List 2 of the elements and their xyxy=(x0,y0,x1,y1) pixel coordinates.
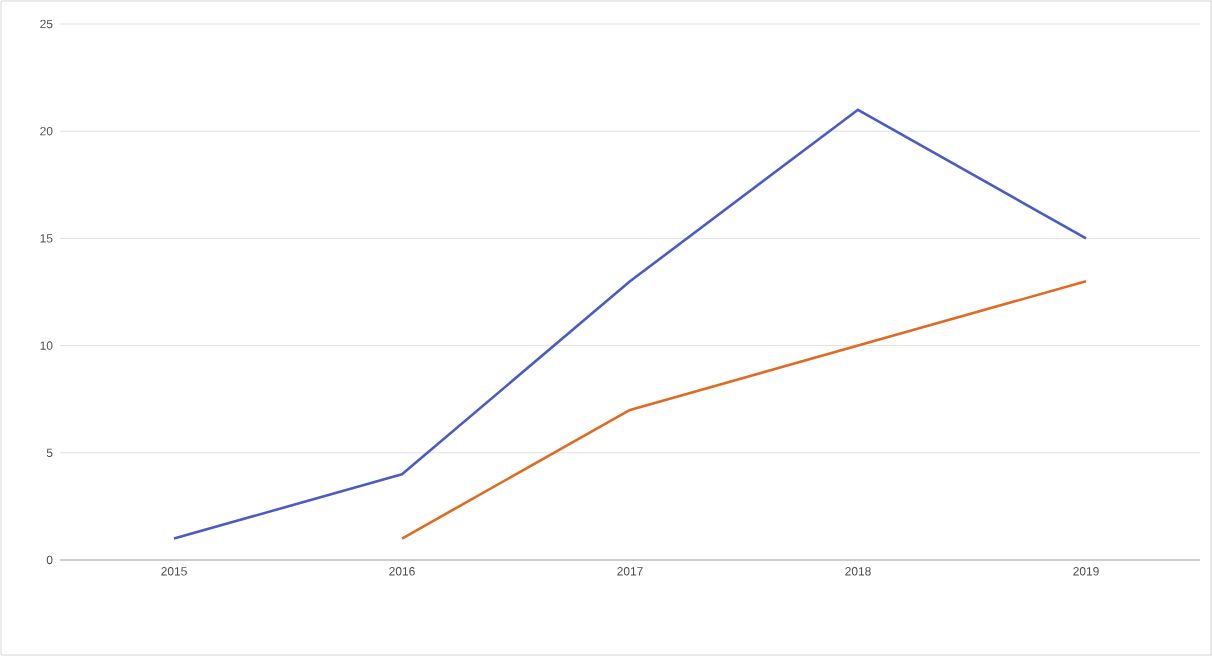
line-series xyxy=(400,279,1088,540)
line-series xyxy=(172,108,1088,540)
